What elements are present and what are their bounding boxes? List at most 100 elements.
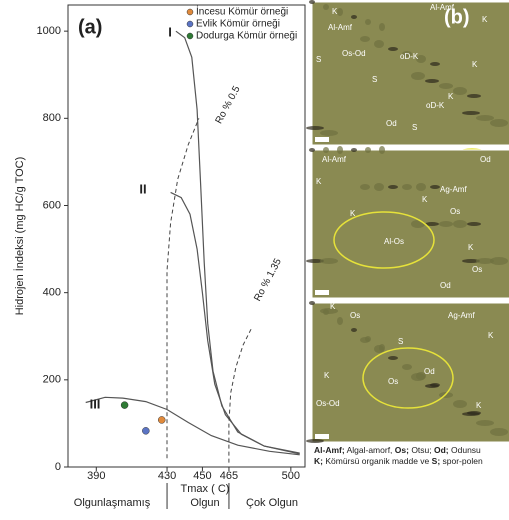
- texture-spot: [425, 222, 439, 226]
- photo-label: Ag-Amf: [440, 185, 467, 194]
- photo-label: Os: [388, 377, 398, 386]
- texture-spot: [402, 184, 412, 190]
- texture-spot: [351, 15, 357, 19]
- scale-bar: [315, 137, 329, 142]
- highlight-ellipse: [333, 211, 435, 269]
- caption-segment: Otsu;: [409, 445, 434, 455]
- texture-spot: [320, 258, 338, 264]
- texture-spot: [379, 146, 385, 154]
- texture-spot: [416, 55, 426, 63]
- photo-label: S: [412, 123, 417, 132]
- texture-spot: [467, 94, 481, 98]
- photo-label: K: [422, 195, 428, 204]
- texture-spot: [306, 439, 324, 443]
- photo-label: Os: [350, 311, 360, 320]
- caption-segment: Kömürsü organik madde ve: [323, 456, 432, 466]
- texture-spot: [453, 87, 467, 95]
- y-tick-label: 400: [43, 287, 61, 299]
- legend-label: Evlik Kömür örneği: [196, 19, 280, 30]
- texture-spot: [430, 383, 440, 387]
- photo-label: Od: [386, 119, 397, 128]
- caption-segment: Al-Amf;: [314, 445, 345, 455]
- texture-spot: [320, 130, 338, 136]
- photo-label: K: [488, 331, 494, 340]
- photo-label: K: [350, 209, 356, 218]
- texture-spot: [365, 147, 371, 153]
- x-tick-label: 500: [282, 470, 300, 482]
- micrograph: [311, 302, 509, 443]
- photo-label: K: [476, 401, 482, 410]
- ro-line: [228, 327, 253, 463]
- texture-spot: [453, 400, 467, 408]
- texture-spot: [379, 344, 385, 352]
- panel-label: (b): [444, 6, 470, 28]
- texture-spot: [351, 328, 357, 332]
- texture-spot: [374, 183, 384, 191]
- photo-label: K: [448, 92, 454, 101]
- sample-point: [142, 427, 150, 435]
- caption-line: Al-Amf; Algal-amorf, Os; Otsu; Od; Oduns…: [314, 445, 481, 455]
- x-tick-label: 450: [193, 470, 211, 482]
- zone-label: Olgunlaşmamış: [74, 497, 151, 509]
- x-tick-label: 430: [158, 470, 176, 482]
- photo-label: Os: [472, 265, 482, 274]
- caption-segment: K;: [314, 456, 323, 466]
- texture-spot: [416, 183, 426, 191]
- texture-spot: [476, 115, 494, 121]
- y-tick-label: 800: [43, 112, 61, 124]
- texture-spot: [360, 184, 370, 190]
- curve-label: II: [139, 181, 146, 196]
- texture-spot: [490, 119, 508, 127]
- texture-spot: [309, 148, 315, 152]
- texture-spot: [430, 185, 440, 189]
- highlight-ellipse: [362, 347, 454, 409]
- texture-spot: [309, 301, 315, 305]
- caption-segment: Algal-amorf,: [345, 445, 395, 455]
- texture-spot: [416, 372, 426, 380]
- photo-label: Od: [480, 155, 491, 164]
- x-tick-label: 465: [220, 470, 238, 482]
- sample-point: [120, 401, 129, 409]
- legend-marker: [186, 20, 194, 28]
- texture-spot: [425, 79, 439, 83]
- y-axis-label: Hidrojen İndeksi (mg HC/g TOC): [13, 157, 26, 316]
- photo-label: Os-Od: [316, 399, 340, 408]
- texture-spot: [490, 428, 508, 436]
- photo-label: Os-Od: [342, 49, 366, 58]
- texture-spot: [360, 36, 370, 42]
- photo-label: K: [468, 243, 474, 252]
- legend-label: Dodurga Kömür örneği: [196, 31, 297, 42]
- ro-line: [166, 118, 200, 459]
- texture-spot: [306, 259, 324, 263]
- curve-label: III: [90, 396, 101, 411]
- photo-label: oD-K: [426, 101, 445, 110]
- y-tick-label: 200: [43, 374, 61, 386]
- texture-spot: [411, 220, 425, 228]
- caption-line: K; Kömürsü organik madde ve S; spor-pole…: [314, 456, 483, 466]
- y-tick-label: 1000: [37, 25, 61, 37]
- texture-spot: [402, 364, 412, 370]
- photo-label: Al-Amf: [430, 3, 455, 12]
- texture-spot: [337, 146, 343, 154]
- photo-label: K: [472, 60, 478, 69]
- caption-segment: spor-polen: [440, 456, 483, 466]
- scale-bar: [315, 434, 329, 439]
- zone-label: Çok Olgun: [246, 497, 298, 509]
- zone-label: Olgun: [190, 497, 219, 509]
- photo-label: Ag-Amf: [448, 311, 475, 320]
- texture-spot: [476, 258, 494, 264]
- texture-spot: [439, 221, 453, 227]
- photo-label: Al-Amf: [328, 23, 353, 32]
- photo-label: S: [398, 337, 403, 346]
- texture-spot: [439, 83, 453, 89]
- x-axis-label: Tmax ( C): [181, 483, 230, 495]
- kerogen-curve: [170, 191, 300, 454]
- scale-bar: [315, 290, 329, 295]
- texture-spot: [306, 126, 324, 130]
- x-tick-label: 390: [87, 470, 105, 482]
- texture-spot: [467, 411, 481, 415]
- caption-segment: Od;: [434, 445, 449, 455]
- texture-spot: [462, 259, 480, 263]
- texture-spot: [365, 336, 371, 342]
